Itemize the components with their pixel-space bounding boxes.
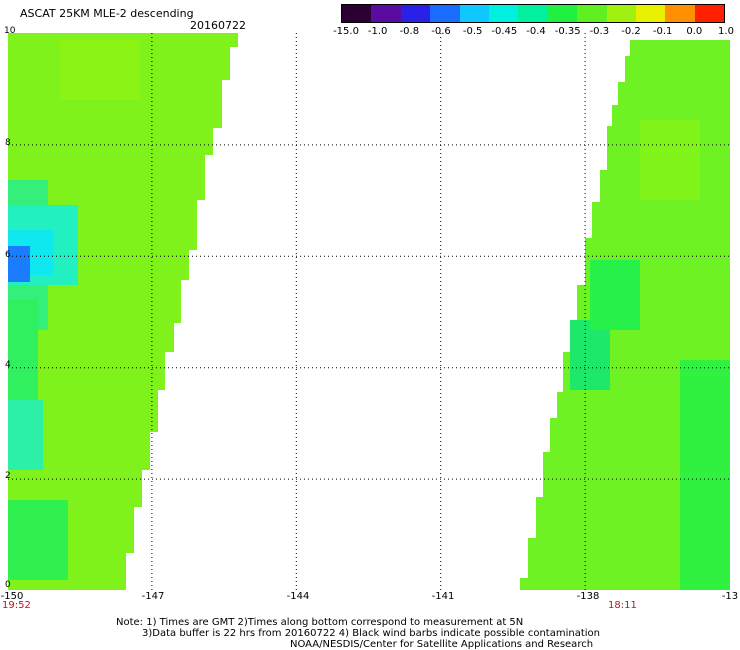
x-tick-label: -141 [431, 591, 455, 602]
x-tick-label: -138 [576, 591, 600, 602]
swath-cell [680, 360, 730, 590]
color-scale-label: -1.0 [367, 26, 388, 37]
swath-cell [625, 56, 730, 82]
y-tick-label: 0 [5, 580, 11, 590]
color-scale-segment [430, 5, 460, 22]
color-scale-label: -0.35 [554, 26, 581, 37]
note-line-3: NOAA/NESDIS/Center for Satellite Applica… [290, 639, 594, 650]
swath-cell [8, 246, 30, 282]
color-scale-segment [577, 5, 607, 22]
x-tick-label: -147 [141, 591, 165, 602]
color-scale-labels: -15.0 -1.0 -0.8 -0.6 -0.5 -0.45 -0.4 -0.35 -0.3-… [330, 26, 740, 40]
swath-cell [60, 40, 140, 100]
note-line-2: 3)Data buffer is 22 hrs from 20160722 4)… [142, 628, 600, 639]
grid-lines [8, 33, 730, 590]
swath-cell [8, 300, 38, 400]
note-line-1: Note: 1) Times are GMT 2)Times along bot… [116, 617, 524, 628]
swath-cell [640, 120, 700, 200]
color-scale-label: -0.5 [462, 26, 483, 37]
color-scale-bar [341, 4, 725, 23]
x-tick-label: -150 [0, 591, 24, 602]
swath-cell [592, 202, 730, 238]
color-scale-label: -0.3 [589, 26, 610, 37]
x-tick-label: -144 [286, 591, 310, 602]
swath-right [520, 40, 730, 590]
color-scale-segment [488, 5, 519, 22]
color-scale-label: -0.45 [491, 26, 518, 37]
color-scale-segment [371, 5, 401, 22]
swath-cell [590, 260, 640, 330]
x-tick-label: -13 [721, 591, 739, 602]
color-scale-segment [342, 5, 372, 22]
color-scale-label: -0.1 [652, 26, 673, 37]
time-label-left: 19:52 [2, 600, 31, 611]
color-scale-label: -15.0 [333, 26, 359, 37]
swath-cell [570, 320, 610, 390]
color-scale-segment [400, 5, 431, 22]
y-tick-label: 6 [5, 250, 11, 260]
y-tick-label: 8 [5, 138, 11, 148]
swath-cell [630, 40, 730, 56]
color-scale-segment [459, 5, 489, 22]
color-scale-segment [694, 5, 725, 22]
swath-cell [8, 500, 68, 580]
color-scale-segment [547, 5, 578, 22]
y-tick-label: 10 [4, 26, 16, 36]
time-label-right: 18:11 [608, 600, 637, 611]
color-scale-label: 1.0 [718, 26, 734, 37]
color-scale-segment [606, 5, 636, 22]
color-scale-segment [518, 5, 548, 22]
color-scale-label: -0.6 [431, 26, 451, 37]
y-tick-label: 4 [5, 360, 11, 370]
color-scale-label: -0.4 [526, 26, 546, 37]
color-scale-segment [635, 5, 666, 22]
color-scale-label: 0.0 [686, 26, 703, 37]
map-date: 20160722 [190, 19, 246, 32]
color-scale-segment [665, 5, 695, 22]
swath-cell [8, 128, 213, 155]
swath-cell [618, 82, 730, 105]
map-title: ASCAT 25KM MLE-2 descending [20, 7, 194, 20]
color-scale-label: -0.8 [399, 26, 420, 37]
color-scale-label: -0.2 [621, 26, 641, 37]
y-tick-label: 2 [5, 471, 11, 481]
swath-cell [8, 400, 43, 470]
swath-cell [520, 578, 730, 590]
swath-left [8, 33, 238, 590]
